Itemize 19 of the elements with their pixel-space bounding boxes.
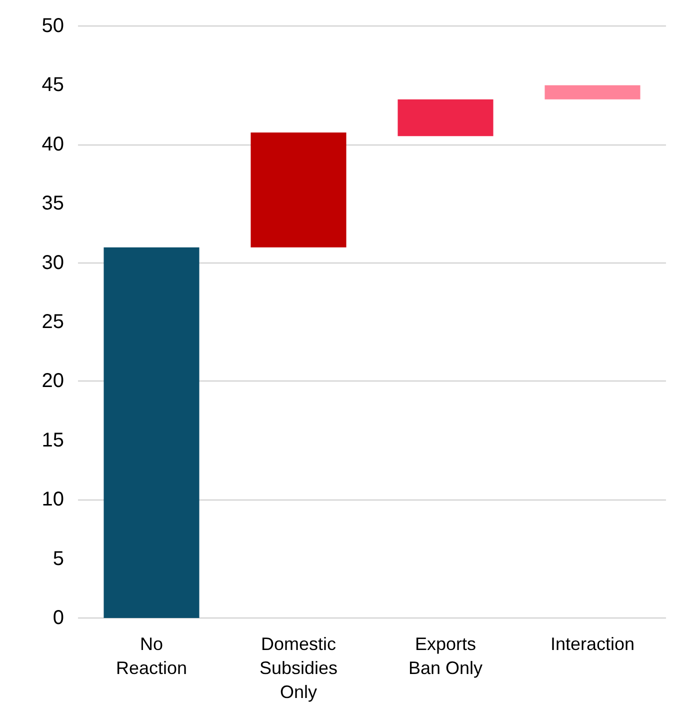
y-tick-label: 25 <box>42 311 64 333</box>
y-tick-label: 15 <box>42 429 64 452</box>
y-tick-label: 10 <box>42 488 64 511</box>
bar <box>398 99 494 136</box>
y-tick-label: 40 <box>42 133 64 156</box>
bar <box>250 132 346 248</box>
x-tick-label: No Reaction <box>116 634 188 678</box>
y-tick-label: 0 <box>52 607 64 629</box>
y-tick-label: 50 <box>42 15 64 37</box>
bar <box>544 85 640 100</box>
x-tick-label: Interaction <box>550 634 635 654</box>
y-tick-label: 35 <box>42 192 64 215</box>
x-tick-label: Domestic Subsidies Only <box>259 634 338 702</box>
y-tick-label: 30 <box>42 252 64 274</box>
y-tick-label: 45 <box>42 74 64 96</box>
bar <box>104 247 200 618</box>
y-tick-label: 20 <box>42 370 64 392</box>
y-tick-label: 5 <box>52 548 64 570</box>
x-tick-label: Exports Ban Only <box>408 634 483 678</box>
